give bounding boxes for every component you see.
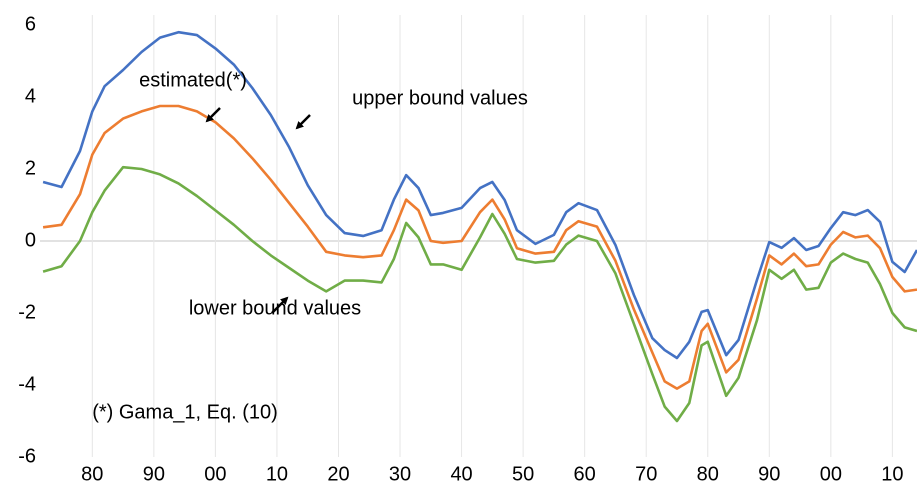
note: (*) Gama_1, Eq. (10) (92, 401, 278, 423)
x-tick-label: 00 (204, 463, 226, 485)
y-tick-label: -2 (18, 301, 36, 323)
x-tick-label: 50 (512, 463, 534, 485)
y-tick-label: 6 (25, 13, 36, 35)
x-tick-label: 80 (697, 463, 719, 485)
series-line (42, 104, 917, 390)
upper-label: upper bound values (352, 87, 528, 109)
y-tick-label: 4 (25, 85, 36, 107)
grid (40, 15, 917, 457)
y-tick-label: 2 (25, 157, 36, 179)
x-tick-label: 80 (81, 463, 103, 485)
arrow (205, 107, 221, 123)
x-tick-label: 90 (758, 463, 780, 485)
x-tick-label: 10 (881, 463, 903, 485)
y-tick-label: 0 (25, 229, 36, 251)
x-tick-label: 70 (635, 463, 657, 485)
series-line (42, 30, 917, 360)
x-tick-label: 90 (143, 463, 165, 485)
y-tick-label: -4 (18, 373, 36, 395)
x-tick-label: 40 (450, 463, 472, 485)
x-tick-label: 20 (327, 463, 349, 485)
y-tick-label: -6 (18, 445, 36, 467)
x-tick-label: 10 (266, 463, 288, 485)
series-line (42, 165, 917, 423)
arrow (295, 114, 311, 130)
arrow (271, 296, 289, 314)
estimated-label: estimated(*) (139, 69, 247, 91)
x-tick-label: 30 (389, 463, 411, 485)
x-tick-label: 00 (820, 463, 842, 485)
x-tick-label: 60 (574, 463, 596, 485)
